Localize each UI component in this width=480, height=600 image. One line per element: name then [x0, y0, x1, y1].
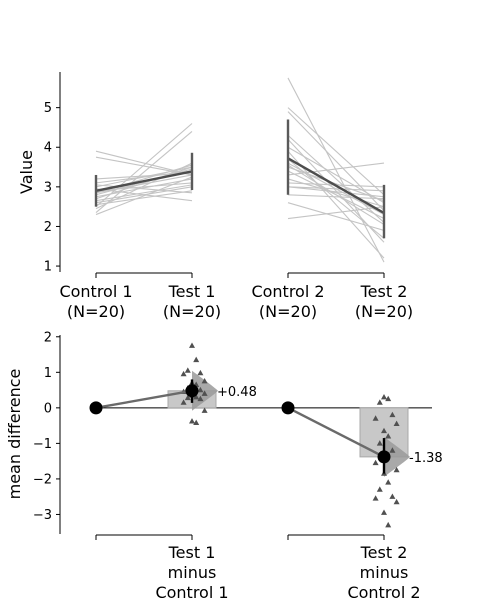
bootstrap-point — [189, 418, 195, 424]
paired-observation-line — [95, 123, 193, 208]
mean-difference-point — [377, 450, 391, 464]
paired-observation-line — [287, 150, 385, 259]
paired-observation-line — [287, 107, 385, 196]
mean-difference-label: +0.48 — [217, 385, 257, 400]
paired-observation-line — [287, 186, 385, 198]
bootstrap-point — [385, 479, 392, 485]
mean-difference-label: -1.38 — [409, 451, 443, 466]
mean-connector-line — [95, 170, 193, 192]
paired-observation-line — [95, 176, 193, 216]
paired-observation-line — [95, 174, 193, 194]
paired-observation-line — [287, 146, 385, 204]
paired-observation-line — [287, 162, 385, 176]
paired-observation-line — [287, 77, 385, 263]
top-y-tick-label: 4 — [44, 141, 52, 156]
bootstrap-point — [389, 411, 396, 418]
paired-observation-line — [95, 130, 193, 214]
bootstrap-point — [184, 394, 191, 401]
paired-observation-line — [95, 190, 193, 206]
bootstrap-point — [184, 367, 191, 373]
bootstrap-point — [381, 427, 387, 434]
paired-observation-line — [287, 138, 385, 243]
paired-lines — [95, 77, 385, 263]
paired-observation-line — [95, 184, 193, 194]
bootstrap-point — [393, 498, 400, 505]
top-y-tick-label: 2 — [44, 220, 52, 235]
bootstrap-point — [193, 393, 200, 400]
bootstrap-point — [197, 386, 204, 393]
bootstrap-point — [189, 342, 195, 348]
bootstrap-point — [381, 509, 387, 515]
bootstrap-point — [180, 399, 187, 405]
bootstrap-point — [193, 356, 200, 363]
top-x-tick-label: Test 1 (N=20) — [163, 282, 221, 321]
bootstrap-point — [393, 420, 400, 427]
paired-observation-line — [95, 156, 193, 176]
bootstrap-point — [389, 447, 396, 453]
contrast-estimates: +0.48 -1.38 — [89, 342, 443, 528]
bootstrap-point — [197, 395, 204, 402]
bottom-y-axis-label: mean difference — [5, 369, 24, 500]
paired-observation-line — [287, 164, 385, 225]
top-y-tick-label: 5 — [44, 101, 52, 116]
bootstrap-point — [372, 459, 379, 466]
paired-observation-line — [287, 202, 385, 231]
bootstrap-point — [376, 399, 383, 405]
bootstrap-distribution — [384, 436, 410, 477]
top-x-tick-label: Test 2 (N=20) — [355, 282, 413, 321]
top-y-tick-label: 1 — [44, 260, 52, 275]
bottom-y-tick-label: −1 — [33, 437, 52, 452]
bootstrap-point — [180, 370, 187, 377]
bottom-y-tick-label: 0 — [44, 401, 52, 416]
control-reference-point — [281, 401, 295, 415]
bootstrap-point — [385, 521, 392, 528]
bootstrap-point — [385, 395, 392, 402]
bottom-x-axis: Test 1 minus Control 1 Test 2 minus Control 2 — [95, 534, 421, 600]
top-x-tick-label: Control 1 (N=20) — [59, 282, 132, 321]
bottom-y-tick-label: −3 — [33, 508, 52, 523]
bottom-y-tick-label: 2 — [44, 330, 52, 345]
contrast-connector — [95, 389, 193, 410]
control-reference-point — [89, 401, 103, 415]
contrast-connector — [287, 406, 385, 458]
mean-difference-point — [185, 384, 199, 398]
contrast-panel: −3 −2 −1 0 1 2 mean difference +0.48 -1.38 Tes… — [5, 330, 443, 600]
bottom-y-ticks: −3 −2 −1 0 1 2 — [33, 330, 60, 523]
bootstrap-point — [385, 433, 392, 439]
paired-observation-line — [287, 162, 385, 216]
paired-observation-line — [95, 178, 193, 198]
mean-connector-line — [287, 157, 385, 215]
bootstrap-point — [201, 407, 208, 413]
top-y-ticks: 1 2 3 4 5 — [44, 101, 60, 275]
bootstrap-point — [381, 393, 387, 400]
paired-observation-line — [95, 188, 193, 202]
paired-observation-line — [95, 162, 193, 210]
bootstrap-point — [389, 493, 396, 499]
top-x-axis: Control 1 (N=20) Test 1 (N=20) Control 2 (N=2… — [59, 272, 413, 321]
bottom-x-tick-label: Test 2 minus Control 2 — [347, 543, 420, 600]
group-mean-lines — [94, 119, 386, 239]
paired-observation-line — [287, 194, 385, 200]
top-y-axis-label: Value — [17, 150, 36, 194]
bootstrap-point — [372, 495, 379, 501]
bootstrap-point — [376, 440, 383, 446]
paired-observation-line — [287, 111, 385, 211]
paired-observation-line — [95, 184, 193, 202]
top-x-tick-label: Control 2 (N=20) — [251, 282, 324, 321]
bootstrap-point — [393, 466, 400, 473]
paired-observation-line — [287, 206, 385, 220]
bootstrap-point — [376, 486, 383, 492]
bottom-y-tick-label: 1 — [44, 366, 52, 381]
paired-observation-line — [287, 134, 385, 223]
top-y-tick-label: 3 — [44, 180, 52, 195]
bottom-x-tick-label: Test 1 minus Control 1 — [155, 543, 228, 600]
bottom-y-tick-label: −2 — [33, 472, 52, 487]
bootstrap-point — [372, 415, 379, 421]
bootstrap-point — [197, 369, 204, 376]
bootstrap-point — [193, 419, 200, 425]
bootstrap-point — [201, 377, 208, 384]
bootstrap-point — [201, 390, 208, 396]
